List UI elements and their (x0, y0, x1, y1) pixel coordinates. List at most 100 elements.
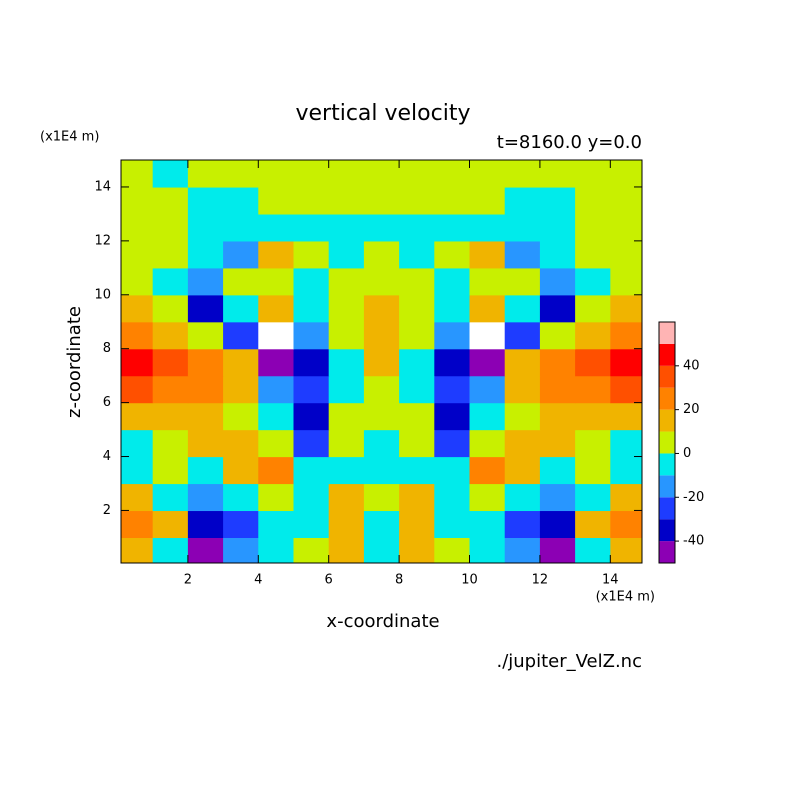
contour-cell (223, 186, 259, 215)
contour-cell (363, 240, 400, 269)
contour-cell (363, 537, 400, 563)
contour-cell (223, 375, 259, 404)
contour-cell (539, 240, 576, 269)
contour-cell (504, 375, 541, 404)
contour-cell (504, 429, 541, 458)
contour-field (121, 160, 642, 563)
x-tick-label: 12 (532, 573, 549, 588)
contour-cell (610, 456, 642, 485)
contour-cell (293, 348, 330, 377)
contour-cell (539, 160, 576, 188)
contour-cell (539, 429, 576, 458)
contour-cell (399, 456, 435, 485)
contour-cell (363, 510, 400, 538)
contour-cell (399, 483, 435, 512)
contour-cell (152, 294, 189, 323)
contour-cell (293, 537, 330, 563)
y-axis-label: z-coordinate (64, 306, 85, 418)
contour-cell (434, 348, 471, 377)
contour-cell (469, 348, 506, 377)
contour-cell (469, 321, 506, 350)
contour-cell (258, 240, 295, 269)
contour-cell (187, 375, 224, 404)
contour-cell (121, 537, 154, 563)
y-tick-label: 8 (103, 341, 111, 356)
contour-cell (293, 240, 330, 269)
contour-cell (223, 240, 259, 269)
contour-cell (363, 321, 400, 350)
contour-cell (121, 456, 154, 485)
contour-cell (399, 240, 435, 269)
contour-cell (575, 537, 611, 563)
contour-cell (121, 267, 154, 296)
contour-cell (152, 429, 189, 458)
contour-cell (399, 429, 435, 458)
contour-cell (223, 429, 259, 458)
contour-cell (363, 267, 400, 296)
contour-cell (152, 402, 189, 431)
contour-cell (152, 510, 189, 538)
y-tick-label: 12 (94, 233, 111, 248)
plot-frame (120, 159, 643, 564)
contour-cell (293, 456, 330, 485)
contour-cell (610, 483, 642, 512)
contour-cell (610, 429, 642, 458)
colorbar-tick-label: 20 (683, 402, 700, 417)
contour-cell (293, 160, 330, 188)
contour-cell (399, 213, 435, 242)
x-unit: (x1E4 m) (596, 590, 655, 605)
colorbar-bin (659, 409, 675, 432)
contour-cell (399, 267, 435, 296)
contour-cell (293, 510, 330, 538)
contour-cell (434, 510, 471, 538)
contour-cell (328, 294, 365, 323)
colorbar-tick-label: 0 (683, 446, 691, 461)
contour-cell (399, 348, 435, 377)
contour-cell (152, 186, 189, 215)
contour-cell (187, 267, 224, 296)
contour-cell (434, 537, 471, 563)
contour-cell (434, 429, 471, 458)
contour-cell (121, 294, 154, 323)
contour-cell (223, 456, 259, 485)
contour-cell (610, 294, 642, 323)
contour-cell (258, 483, 295, 512)
contour-cell (469, 483, 506, 512)
contour-cell (434, 160, 471, 188)
colorbar-bin (659, 453, 675, 476)
x-tick-label: 4 (254, 573, 262, 588)
contour-cell (328, 537, 365, 563)
contour-cell (469, 160, 506, 188)
contour-cell (504, 186, 541, 215)
colorbar-bin (659, 343, 675, 366)
contour-cell (328, 240, 365, 269)
colorbar-tick-label: 40 (683, 358, 700, 373)
contour-cell (187, 186, 224, 215)
contour-cell (121, 402, 154, 431)
colorbar-bin (659, 497, 675, 520)
contour-cell (575, 375, 611, 404)
contour-cell (575, 294, 611, 323)
contour-cell (399, 510, 435, 538)
contour-cell (152, 321, 189, 350)
contour-cell (610, 510, 642, 538)
contour-cell (152, 375, 189, 404)
contour-cell (363, 456, 400, 485)
contour-cell (121, 321, 154, 350)
contour-cell (469, 213, 506, 242)
contour-cell (293, 294, 330, 323)
contour-cell (539, 348, 576, 377)
contour-cell (504, 510, 541, 538)
contour-cell (187, 213, 224, 242)
contour-cell (539, 186, 576, 215)
contour-cell (187, 240, 224, 269)
contour-cell (258, 456, 295, 485)
contour-cell (469, 294, 506, 323)
contour-cell (504, 213, 541, 242)
contour-cell (539, 456, 576, 485)
x-tick-label: 10 (461, 573, 478, 588)
contour-cell (187, 294, 224, 323)
contour-cell (539, 294, 576, 323)
contour-cell (504, 321, 541, 350)
contour-cell (363, 402, 400, 431)
